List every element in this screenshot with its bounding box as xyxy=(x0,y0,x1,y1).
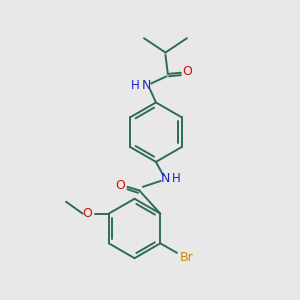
Text: O: O xyxy=(82,207,92,220)
Text: H: H xyxy=(172,172,181,185)
Text: H: H xyxy=(131,79,140,92)
Text: N: N xyxy=(161,172,170,185)
Text: N: N xyxy=(142,79,151,92)
Text: Br: Br xyxy=(180,251,193,264)
Text: O: O xyxy=(115,179,125,192)
Text: O: O xyxy=(182,65,192,78)
